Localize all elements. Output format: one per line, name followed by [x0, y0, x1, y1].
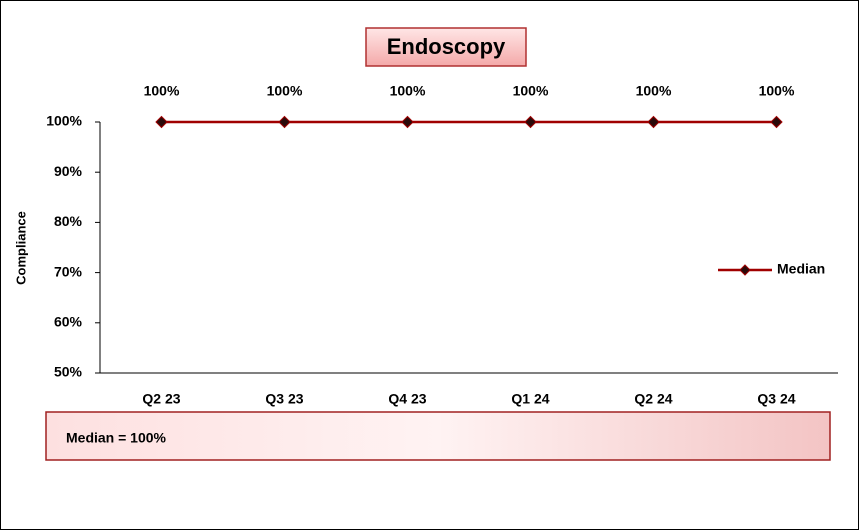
- y-tick-label: 50%: [54, 364, 83, 380]
- title-box: [365, 27, 527, 67]
- marker: [401, 115, 414, 129]
- marker: [155, 115, 168, 129]
- value-label: 100%: [144, 83, 180, 99]
- x-tick-label: Q1 24: [511, 391, 549, 407]
- x-tick-label: Q4 23: [388, 391, 426, 407]
- annotation-box: [45, 411, 831, 461]
- y-axis-label: Compliance: [13, 211, 28, 285]
- y-tick-label: 60%: [54, 314, 83, 330]
- annotation: Median = 100%: [66, 430, 167, 446]
- marker: [524, 115, 537, 129]
- x-tick-label: Q2 23: [142, 391, 180, 407]
- value-label: 100%: [390, 83, 426, 99]
- legend-label: Median: [777, 261, 825, 277]
- marker: [278, 115, 291, 129]
- x-tick-label: Q2 24: [634, 391, 672, 407]
- y-tick-label: 70%: [54, 263, 83, 279]
- x-tick-label: Q3 24: [757, 391, 795, 407]
- value-label: 100%: [759, 83, 795, 99]
- chart-title: Endoscopy: [387, 34, 506, 59]
- legend-marker: [739, 264, 751, 276]
- y-tick-label: 80%: [54, 213, 83, 229]
- value-label: 100%: [636, 83, 672, 99]
- y-tick-label: 90%: [54, 163, 83, 179]
- marker: [647, 115, 660, 129]
- x-tick-label: Q3 23: [265, 391, 303, 407]
- y-tick-label: 100%: [46, 113, 82, 129]
- marker: [770, 115, 783, 129]
- value-label: 100%: [513, 83, 549, 99]
- value-label: 100%: [267, 83, 303, 99]
